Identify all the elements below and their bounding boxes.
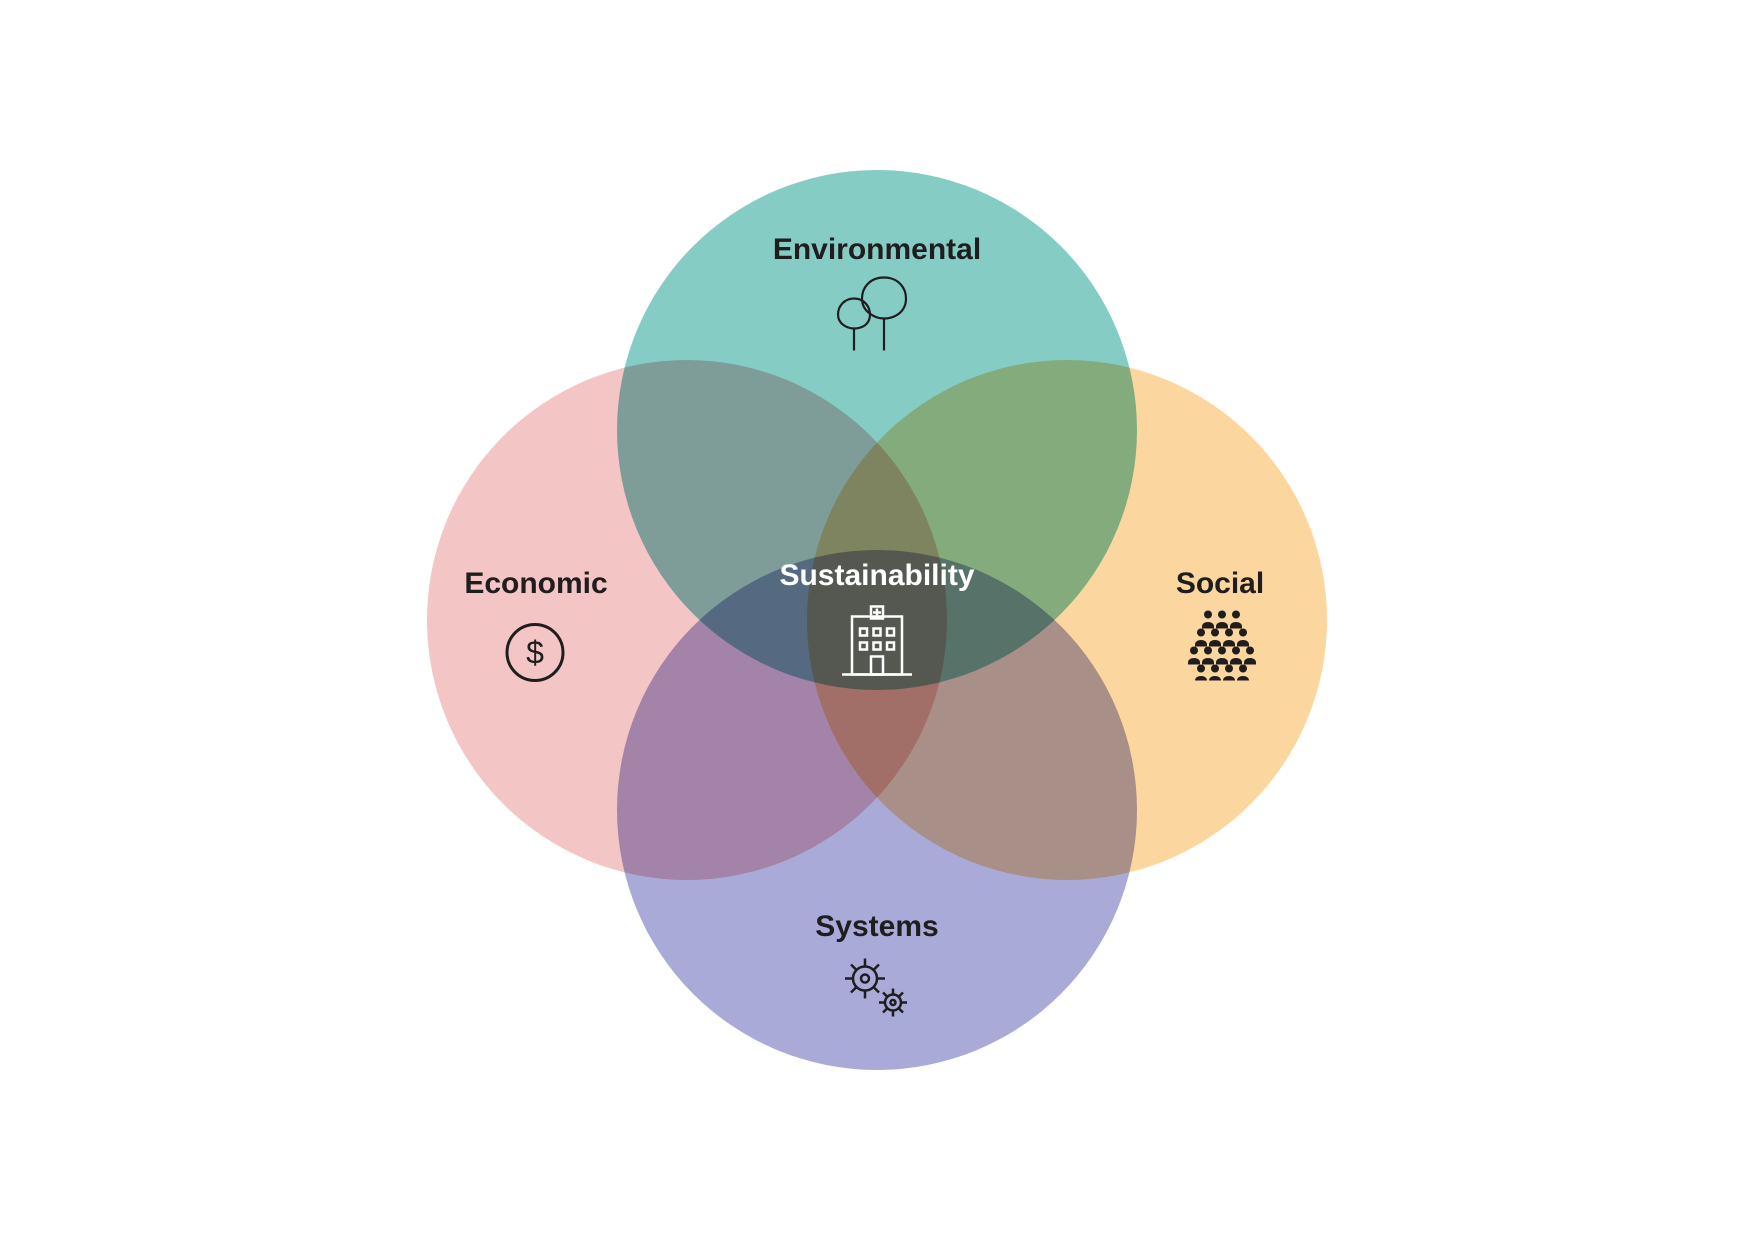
label-center: Sustainability	[779, 559, 974, 593]
people-icon	[1172, 611, 1268, 686]
trees-icon	[832, 273, 922, 358]
dollar-icon: $	[503, 621, 567, 690]
hospital-icon	[838, 603, 916, 688]
label-environmental: Environmental	[773, 233, 981, 267]
label-social: Social	[1176, 567, 1264, 601]
venn-diagram: Environmental Economic Social Systems Su…	[0, 0, 1754, 1240]
label-economic: Economic	[464, 567, 607, 601]
svg-text:$: $	[526, 635, 544, 671]
gears-icon	[837, 953, 917, 1028]
label-systems: Systems	[815, 910, 938, 944]
